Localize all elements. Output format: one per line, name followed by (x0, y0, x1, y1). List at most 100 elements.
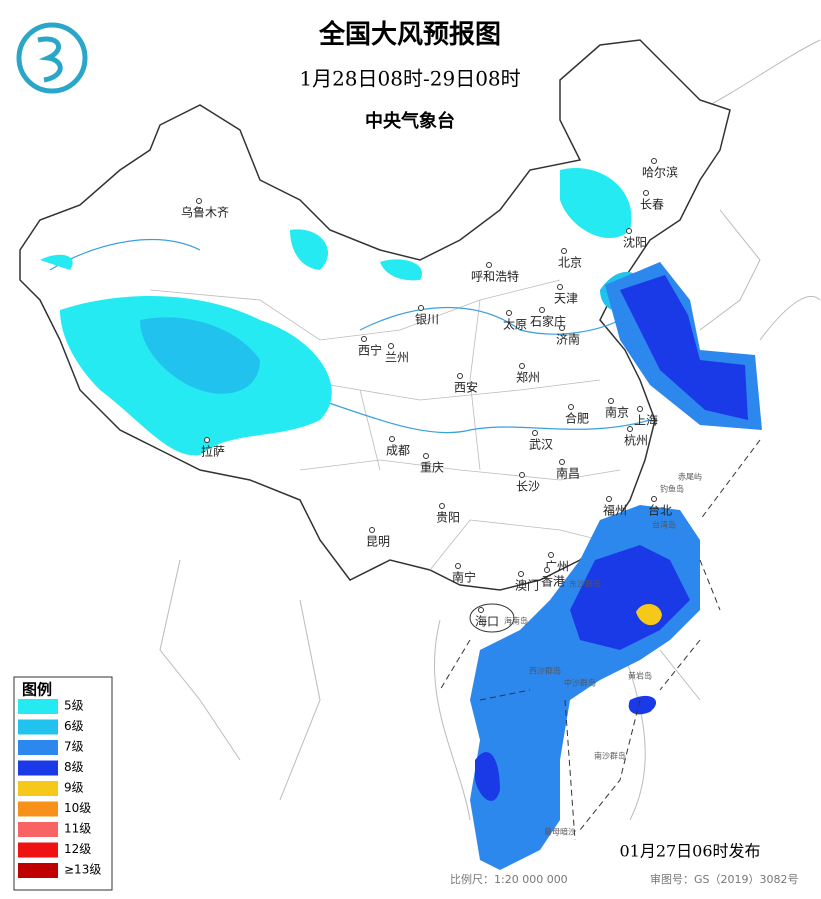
city-dot (643, 190, 649, 196)
city-dot (519, 363, 525, 369)
city-label: 天津 (554, 292, 578, 306)
island-label: 海南岛 (504, 616, 528, 626)
wind-area (620, 275, 748, 420)
city-label: 沈阳 (623, 235, 647, 250)
city-dot (606, 496, 612, 502)
city-dot (486, 262, 492, 268)
legend-swatch (18, 699, 58, 714)
city-label: 上海 (634, 413, 658, 428)
island-label: 曾母暗沙 (544, 827, 576, 837)
island-label: 东沙群岛 (569, 579, 601, 589)
city-dot (544, 567, 550, 573)
city-dot (506, 310, 512, 316)
city-label: 贵阳 (436, 511, 460, 525)
review-number: 审图号：GS（2019）3082号 (650, 872, 799, 886)
city-dot (559, 459, 565, 465)
city-label: 重庆 (420, 461, 444, 475)
island-label: 南沙群岛 (594, 751, 626, 761)
wind-area (475, 545, 690, 801)
island-label: 钓鱼岛 (660, 484, 684, 494)
city-dot (478, 607, 484, 613)
legend-swatch (18, 719, 58, 735)
city-label: 澳门 (515, 578, 539, 593)
legend-label: 11级 (64, 822, 91, 836)
legend-swatch (18, 760, 58, 776)
city-dot (389, 436, 395, 442)
city-dot (626, 228, 632, 234)
city-dot (548, 552, 554, 558)
city-label: 乌鲁木齐 (181, 205, 229, 220)
title: 全国大风预报图 (318, 19, 501, 50)
city-label: 西安 (454, 380, 478, 395)
legend-swatch (18, 781, 58, 796)
city-label: 长春 (640, 198, 664, 212)
city-dot (439, 503, 445, 509)
city-dot (557, 284, 563, 290)
legend-swatch (18, 801, 58, 817)
city-label: 昆明 (366, 535, 390, 549)
issued-time: 01月27日06时发布 (619, 842, 760, 861)
city-dot (532, 430, 538, 436)
city-dot (651, 158, 657, 164)
city-label: 长沙 (516, 480, 540, 494)
city-label: 广州 (545, 560, 569, 574)
city-dot (423, 453, 429, 459)
legend-label: 12级 (64, 842, 91, 856)
wind-area (636, 604, 662, 626)
legend: 图例 5级 6级 7级 8级 9级 10级 11级 12级 ≥13级 (13, 676, 113, 891)
city-label: 武汉 (529, 438, 553, 452)
city-label: 香港 (541, 575, 565, 589)
city-label: 北京 (558, 256, 582, 270)
wind-area (140, 271, 642, 394)
city-label: 太原 (503, 317, 527, 332)
city-label: 福州 (603, 503, 627, 518)
city-dot (637, 406, 643, 412)
legend-label: 6级 (64, 719, 84, 733)
province-borders (149, 279, 621, 571)
city-dot (651, 496, 657, 502)
city-dot (361, 336, 367, 342)
city-dot (457, 373, 463, 379)
city-dot (561, 248, 567, 254)
legend-label: 5级 (64, 699, 84, 713)
legend-label: 7级 (64, 740, 84, 754)
city-dot (519, 472, 525, 478)
city-label: 济南 (556, 332, 580, 347)
legend-swatch (18, 740, 58, 755)
city-dot (369, 527, 375, 533)
city-dot (627, 426, 633, 432)
city-dot (204, 437, 210, 443)
cma-logo-mark (37, 36, 63, 83)
city-label: 拉萨 (201, 444, 225, 459)
city-label: 石家庄 (530, 314, 566, 329)
city-dot (559, 325, 565, 331)
city-label: 成都 (386, 444, 410, 458)
city-label: 南昌 (556, 466, 580, 481)
city-label: 台北 (648, 503, 672, 518)
city-dot (518, 571, 524, 577)
city-label: 西宁 (358, 343, 382, 358)
city-dot (196, 198, 202, 204)
city-label: 银川 (415, 313, 439, 327)
legend-label: ≥13级 (64, 863, 101, 877)
city-label: 呼和浩特 (471, 269, 519, 284)
city-dot (418, 305, 424, 311)
legend-swatch (18, 822, 58, 837)
city-label: 兰州 (385, 351, 409, 365)
wind-area (40, 168, 632, 281)
legend-label: 9级 (64, 781, 84, 795)
wind-areas (40, 168, 762, 870)
city-label: 郑州 (516, 370, 540, 385)
island-label: 西沙群岛 (529, 666, 561, 676)
city-label: 合肥 (565, 411, 589, 426)
city-dot (539, 307, 545, 313)
issuer: 中央气象台 (365, 110, 455, 132)
legend-title: 图例 (22, 681, 52, 699)
island-label: 黄岩岛 (628, 671, 652, 681)
island-label: 台湾岛 (652, 520, 676, 530)
island-label: 赤尾屿 (678, 473, 702, 482)
